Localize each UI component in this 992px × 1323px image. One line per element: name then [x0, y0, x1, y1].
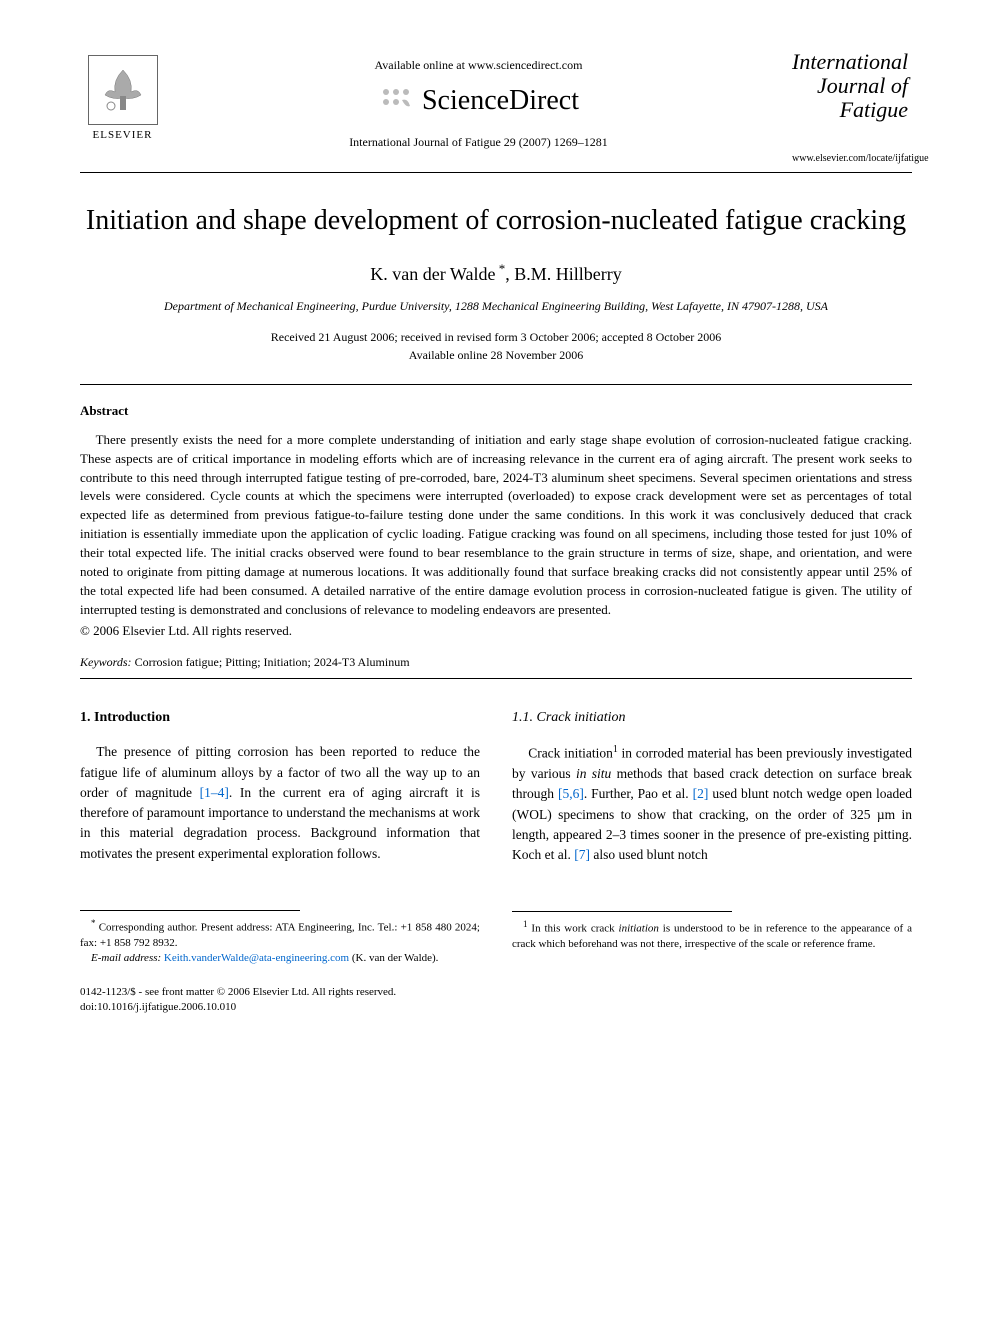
keywords-values: Corrosion fatigue; Pitting; Initiation; …: [132, 655, 410, 669]
right-column: 1.1. Crack initiation Crack initiation1 …: [512, 707, 912, 966]
ref-link-1-4[interactable]: [1–4]: [200, 785, 229, 800]
journal-url[interactable]: www.elsevier.com/locate/ijfatigue: [792, 153, 912, 164]
available-online-text: Available online at www.sciencedirect.co…: [165, 58, 792, 73]
authors: K. van der Walde *, B.M. Hillberry: [80, 261, 912, 285]
corresponding-footnote: * Corresponding author. Present address:…: [80, 917, 480, 951]
email-person: (K. van der Walde).: [349, 952, 438, 964]
header-row: ELSEVIER Available online at www.science…: [80, 50, 912, 164]
journal-logo-box: International Journal of Fatigue www.els…: [792, 50, 912, 164]
footnote-divider-left: [80, 910, 300, 911]
author-2: B.M. Hillberry: [514, 264, 622, 284]
sub-text-1: Crack initiation: [528, 746, 613, 761]
elsevier-tree-icon: [88, 55, 158, 125]
abstract-heading: Abstract: [80, 403, 912, 419]
left-column: 1. Introduction The presence of pitting …: [80, 707, 480, 966]
sciencedirect-text: ScienceDirect: [422, 85, 579, 117]
abstract-bottom-divider: [80, 678, 912, 679]
affiliation: Department of Mechanical Engineering, Pu…: [80, 299, 912, 314]
sub-text-4: . Further, Pao et al.: [584, 786, 693, 801]
journal-title-graphic: International Journal of Fatigue: [792, 50, 912, 123]
journal-graphic-line3: Fatigue: [792, 98, 908, 122]
corresponding-marker: *: [495, 261, 505, 276]
footnote-1-num: 1: [523, 919, 528, 929]
dates-line-1: Received 21 August 2006; received in rev…: [80, 328, 912, 346]
asterisk-marker: *: [91, 918, 96, 928]
dates-line-2: Available online 28 November 2006: [80, 346, 912, 364]
section-1-1-heading: 1.1. Crack initiation: [512, 707, 912, 728]
abstract-copyright: © 2006 Elsevier Ltd. All rights reserved…: [80, 623, 912, 639]
email-footnote: E-mail address: Keith.vanderWalde@ata-en…: [80, 951, 480, 966]
corr-text: Corresponding author. Present address: A…: [80, 922, 480, 949]
footer-line-2: doi:10.1016/j.ijfatigue.2006.10.010: [80, 1000, 912, 1015]
section-1-heading: 1. Introduction: [80, 707, 480, 728]
fn1-text-1: In this work crack: [531, 923, 618, 935]
footer-line-1: 0142-1123/$ - see front matter © 2006 El…: [80, 985, 912, 1000]
ref-link-5-6[interactable]: [5,6]: [558, 786, 584, 801]
elsevier-logo: ELSEVIER: [80, 50, 165, 145]
email-label: E-mail address:: [91, 952, 161, 964]
intro-paragraph: The presence of pitting corrosion has be…: [80, 742, 480, 864]
header-divider: [80, 172, 912, 173]
sub-text-6: also used blunt notch: [590, 847, 708, 862]
journal-reference: International Journal of Fatigue 29 (200…: [165, 135, 792, 150]
body-columns: 1. Introduction The presence of pitting …: [80, 707, 912, 966]
crack-initiation-paragraph: Crack initiation1 in corroded material h…: [512, 742, 912, 865]
keywords: Keywords: Corrosion fatigue; Pitting; In…: [80, 655, 912, 670]
fn1-em: initiation: [619, 923, 659, 935]
center-header: Available online at www.sciencedirect.co…: [165, 50, 792, 150]
journal-graphic-line2: Journal of: [792, 74, 908, 98]
abstract-top-divider: [80, 384, 912, 385]
footnote-divider-right: [512, 911, 732, 912]
email-link[interactable]: Keith.vanderWalde@ata-engineering.com: [164, 952, 349, 964]
publisher-name: ELSEVIER: [93, 129, 153, 141]
ref-link-7[interactable]: [7]: [574, 847, 590, 862]
footer: 0142-1123/$ - see front matter © 2006 El…: [80, 985, 912, 1016]
ref-link-2[interactable]: [2]: [693, 786, 709, 801]
author-1: K. van der Walde: [370, 264, 495, 284]
article-dates: Received 21 August 2006; received in rev…: [80, 328, 912, 364]
insitu-text: in situ: [576, 766, 611, 781]
sciencedirect-icon: [378, 86, 412, 116]
footnote-1: 1 In this work crack initiation is under…: [512, 918, 912, 952]
journal-graphic-line1: International: [792, 50, 908, 74]
article-title: Initiation and shape development of corr…: [80, 203, 912, 239]
keywords-label: Keywords:: [80, 655, 132, 669]
abstract-body: There presently exists the need for a mo…: [80, 431, 912, 619]
sciencedirect-logo: ScienceDirect: [165, 85, 792, 117]
